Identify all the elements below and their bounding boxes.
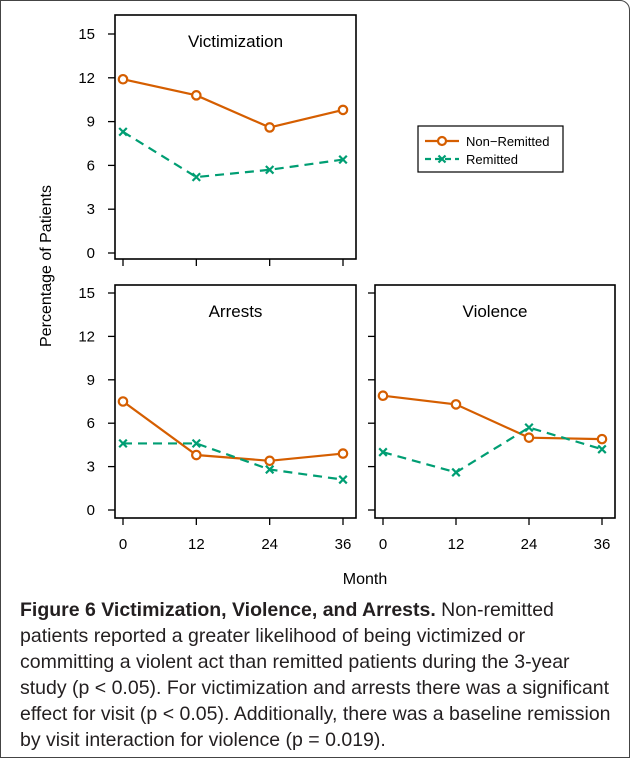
series-line-remitted bbox=[122, 130, 344, 179]
series-line-remitted bbox=[123, 442, 344, 481]
data-point-non-remitted bbox=[450, 399, 462, 410]
panel-frame bbox=[114, 14, 357, 260]
y-tick-label: 3 bbox=[87, 459, 95, 476]
data-point-remitted bbox=[378, 447, 388, 457]
data-point-non-remitted bbox=[264, 455, 275, 467]
data-point-remitted bbox=[338, 475, 348, 485]
panel-title: Arrests bbox=[209, 302, 263, 321]
data-point-non-remitted bbox=[337, 104, 349, 116]
y-tick-label: 6 bbox=[87, 157, 95, 174]
legend-label-remitted: Remitted bbox=[466, 152, 518, 167]
legend-label-non-remitted: Non−Remitted bbox=[466, 134, 549, 149]
y-tick-label: 12 bbox=[78, 70, 95, 87]
y-tick-label: 3 bbox=[87, 201, 95, 218]
y-tick-label: 6 bbox=[87, 415, 95, 432]
x-tick-label: 36 bbox=[335, 536, 352, 553]
caption-text: Non-remitted patients reported a greater… bbox=[20, 599, 611, 751]
y-tick-label: 0 bbox=[87, 245, 95, 262]
data-point-remitted bbox=[191, 172, 201, 182]
data-point-remitted bbox=[524, 422, 534, 433]
series-line-non-remitted bbox=[382, 394, 603, 441]
data-point-remitted bbox=[118, 127, 128, 137]
data-point-remitted bbox=[118, 438, 128, 449]
data-point-non-remitted bbox=[523, 432, 535, 443]
panel-frame bbox=[114, 284, 357, 519]
y-tick-label: 9 bbox=[87, 372, 95, 389]
series-line-non-remitted bbox=[122, 400, 344, 462]
data-point-non-remitted bbox=[596, 433, 608, 445]
figure-caption: Figure 6 Victimization, Violence, and Ar… bbox=[20, 597, 616, 753]
data-point-remitted bbox=[451, 467, 461, 477]
legend: Non−Remitted Remitted bbox=[417, 125, 564, 173]
data-point-remitted bbox=[265, 464, 275, 475]
data-point-non-remitted bbox=[377, 390, 389, 402]
data-point-non-remitted bbox=[191, 449, 202, 461]
y-tick-label: 12 bbox=[78, 328, 95, 345]
series-line-non-remitted bbox=[122, 78, 344, 129]
data-point-non-remitted bbox=[117, 396, 129, 407]
data-point-non-remitted bbox=[191, 90, 202, 101]
panel-victimization: Victimization 0 3 6 9 12 15 bbox=[78, 14, 357, 266]
y-tick-label: 15 bbox=[78, 285, 95, 302]
panel-frame bbox=[374, 284, 616, 519]
series-line-remitted bbox=[382, 426, 603, 474]
y-axis-title: Percentage of Patients bbox=[38, 185, 55, 347]
x-tick-label: 36 bbox=[594, 536, 611, 553]
panel-title: Victimization bbox=[188, 32, 283, 51]
data-point-remitted bbox=[265, 165, 275, 175]
y-tick-label: 0 bbox=[87, 502, 95, 519]
x-axis-title: Month bbox=[343, 571, 387, 588]
panel-title: Violence bbox=[463, 302, 528, 321]
x-tick-label: 0 bbox=[119, 536, 127, 553]
data-point-remitted bbox=[338, 154, 348, 165]
legend-box bbox=[417, 125, 564, 173]
y-tick-label: 9 bbox=[87, 114, 95, 131]
data-point-non-remitted bbox=[337, 448, 349, 459]
data-point-remitted bbox=[191, 438, 201, 449]
caption-title: Figure 6 Victimization, Violence, and Ar… bbox=[20, 599, 436, 621]
legend-marker-remitted bbox=[437, 154, 447, 164]
x-tick-label: 24 bbox=[521, 536, 538, 553]
x-tick-label: 24 bbox=[261, 536, 278, 553]
x-tick-label: 0 bbox=[379, 536, 387, 553]
panel-violence: Violence 0 12 24 36 bbox=[368, 284, 616, 553]
data-point-non-remitted bbox=[264, 122, 275, 133]
legend-marker-non-remitted bbox=[436, 135, 448, 147]
x-tick-label: 12 bbox=[448, 536, 465, 553]
data-point-remitted bbox=[597, 444, 607, 454]
x-tick-label: 12 bbox=[188, 536, 205, 553]
data-point-non-remitted bbox=[117, 73, 129, 85]
y-tick-label: 15 bbox=[78, 26, 95, 43]
